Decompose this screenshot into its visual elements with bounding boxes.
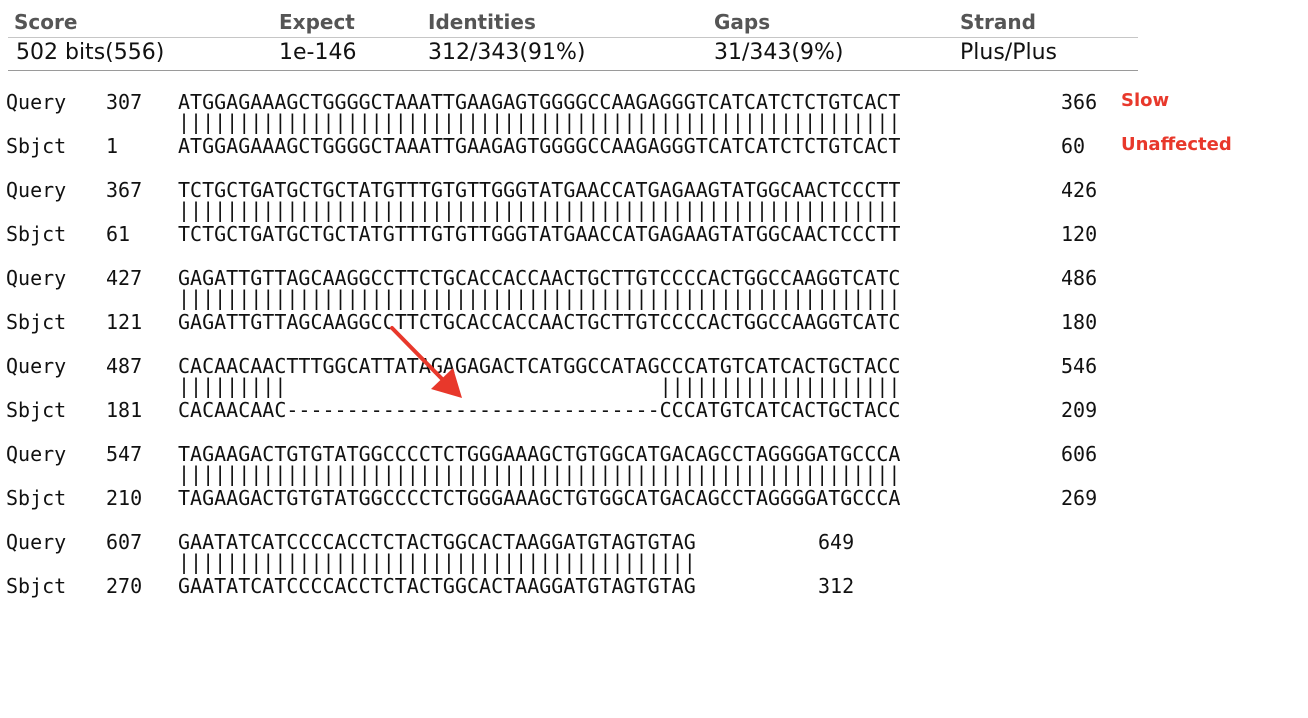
alignment-block: Query 547 TAGAAGACTGTGTATGGCCCCTCTGGGAAA…: [0, 442, 1308, 522]
sbjct-end: 312: [818, 574, 855, 598]
strand-header: Strand: [960, 10, 1036, 34]
query-end: 649: [818, 530, 855, 554]
query-sequence: TCTGCTGATGCTGCTATGTTTGTGTTGGGTATGAACCATG…: [178, 178, 901, 202]
alignment-summary: Score 502 bits(556) Expect 1e-146 Identi…: [8, 0, 1138, 71]
score-value: 502 bits(556): [16, 40, 165, 65]
query-end: 546: [1061, 354, 1098, 378]
query-label: Query: [6, 178, 67, 202]
query-sequence: GAGATTGTTAGCAAGGCCTTCTGCACCACCAACTGCTTGT…: [178, 266, 901, 290]
alignment-block: Query 427 GAGATTGTTAGCAAGGCCTTCTGCACCACC…: [0, 266, 1308, 346]
match-line: ||||||||||||||||||||||||||||||||||||||||…: [178, 286, 901, 310]
sbjct-line: Sbjct 61 TCTGCTGATGCTGCTATGTTTGTGTTGGGTA…: [0, 222, 1308, 246]
sbjct-line: Sbjct 270 GAATATCATCCCCACCTCTACTGGCACTAA…: [0, 574, 1308, 598]
sbjct-label: Sbjct: [6, 310, 67, 334]
query-start: 307: [106, 90, 143, 114]
sbjct-start: 1: [106, 134, 119, 158]
query-end: 366: [1061, 90, 1098, 114]
query-label: Query: [6, 90, 67, 114]
query-label: Query: [6, 442, 67, 466]
gaps-value: 31/343(9%): [714, 40, 844, 65]
unaffected-annotation: Unaffected: [1121, 134, 1232, 155]
sbjct-label: Sbjct: [6, 398, 67, 422]
query-start: 367: [106, 178, 143, 202]
score-header: Score: [14, 10, 78, 34]
sbjct-sequence: TCTGCTGATGCTGCTATGTTTGTGTTGGGTATGAACCATG…: [178, 222, 901, 246]
sbjct-sequence: ATGGAGAAAGCTGGGGCTAAATTGAAGAGTGGGGCCAAGA…: [178, 134, 901, 158]
expect-value: 1e-146: [279, 40, 357, 65]
sbjct-line: Sbjct 210 TAGAAGACTGTGTATGGCCCCTCTGGGAAA…: [0, 486, 1308, 510]
query-start: 547: [106, 442, 143, 466]
sbjct-sequence: TAGAAGACTGTGTATGGCCCCTCTGGGAAAGCTGTGGCAT…: [178, 486, 901, 510]
expect-header: Expect: [279, 10, 355, 34]
match-line: ||||||||||||||||||||||||||||||||||||||||…: [178, 550, 696, 574]
sbjct-line: Sbjct 181 CACAACAAC---------------------…: [0, 398, 1308, 422]
sbjct-start: 181: [106, 398, 143, 422]
query-end: 486: [1061, 266, 1098, 290]
sbjct-label: Sbjct: [6, 222, 67, 246]
query-sequence: CACAACAACTTTGGCATTATAGAGAGACTCATGGCCATAG…: [178, 354, 901, 378]
query-line: Query 607 GAATATCATCCCCACCTCTACTGGCACTAA…: [0, 530, 1308, 554]
alignment-block: Query 487 CACAACAACTTTGGCATTATAGAGAGACTC…: [0, 354, 1308, 434]
sbjct-start: 121: [106, 310, 143, 334]
query-end: 426: [1061, 178, 1098, 202]
match-line: ||||||||| ||||||||||||||||||||: [178, 374, 901, 398]
query-line: Query 307 ATGGAGAAAGCTGGGGCTAAATTGAAGAGT…: [0, 90, 1308, 114]
identities-header: Identities: [428, 10, 536, 34]
query-label: Query: [6, 530, 67, 554]
sbjct-start: 270: [106, 574, 143, 598]
query-sequence: TAGAAGACTGTGTATGGCCCCTCTGGGAAAGCTGTGGCAT…: [178, 442, 901, 466]
strand-value: Plus/Plus: [960, 40, 1057, 65]
query-line: Query 367 TCTGCTGATGCTGCTATGTTTGTGTTGGGT…: [0, 178, 1308, 202]
sbjct-label: Sbjct: [6, 134, 67, 158]
query-label: Query: [6, 354, 67, 378]
sbjct-start: 210: [106, 486, 143, 510]
query-end: 606: [1061, 442, 1098, 466]
sbjct-end: 120: [1061, 222, 1098, 246]
sbjct-end: 60: [1061, 134, 1086, 158]
query-line: Query 547 TAGAAGACTGTGTATGGCCCCTCTGGGAAA…: [0, 442, 1308, 466]
sbjct-sequence: GAATATCATCCCCACCTCTACTGGCACTAAGGATGTAGTG…: [178, 574, 696, 598]
query-line: Query 427 GAGATTGTTAGCAAGGCCTTCTGCACCACC…: [0, 266, 1308, 290]
sbjct-line: Sbjct 1 ATGGAGAAAGCTGGGGCTAAATTGAAGAGTGG…: [0, 134, 1308, 158]
sbjct-sequence: CACAACAAC-------------------------------…: [178, 398, 901, 422]
sbjct-start: 61: [106, 222, 131, 246]
query-start: 607: [106, 530, 143, 554]
sbjct-label: Sbjct: [6, 574, 67, 598]
match-line: ||||||||||||||||||||||||||||||||||||||||…: [178, 462, 901, 486]
match-line: ||||||||||||||||||||||||||||||||||||||||…: [178, 198, 901, 222]
alignment-block: Query 307 ATGGAGAAAGCTGGGGCTAAATTGAAGAGT…: [0, 90, 1308, 170]
sbjct-end: 269: [1061, 486, 1098, 510]
slow-annotation: Slow: [1121, 90, 1170, 111]
summary-divider: [8, 37, 1138, 38]
gaps-header: Gaps: [714, 10, 771, 34]
sbjct-label: Sbjct: [6, 486, 67, 510]
alignment-block: Query 607 GAATATCATCCCCACCTCTACTGGCACTAA…: [0, 530, 1308, 610]
query-sequence: GAATATCATCCCCACCTCTACTGGCACTAAGGATGTAGTG…: [178, 530, 696, 554]
query-sequence: ATGGAGAAAGCTGGGGCTAAATTGAAGAGTGGGGCCAAGA…: [178, 90, 901, 114]
alignment-view: Query 307 ATGGAGAAAGCTGGGGCTAAATTGAAGAGT…: [0, 90, 1308, 598]
query-start: 427: [106, 266, 143, 290]
sbjct-sequence: GAGATTGTTAGCAAGGCCTTCTGCACCACCAACTGCTTGT…: [178, 310, 901, 334]
query-line: Query 487 CACAACAACTTTGGCATTATAGAGAGACTC…: [0, 354, 1308, 378]
query-label: Query: [6, 266, 67, 290]
match-line: ||||||||||||||||||||||||||||||||||||||||…: [178, 110, 901, 134]
query-start: 487: [106, 354, 143, 378]
identities-value: 312/343(91%): [428, 40, 586, 65]
sbjct-end: 209: [1061, 398, 1098, 422]
sbjct-end: 180: [1061, 310, 1098, 334]
sbjct-line: Sbjct 121 GAGATTGTTAGCAAGGCCTTCTGCACCACC…: [0, 310, 1308, 334]
alignment-block: Query 367 TCTGCTGATGCTGCTATGTTTGTGTTGGGT…: [0, 178, 1308, 258]
